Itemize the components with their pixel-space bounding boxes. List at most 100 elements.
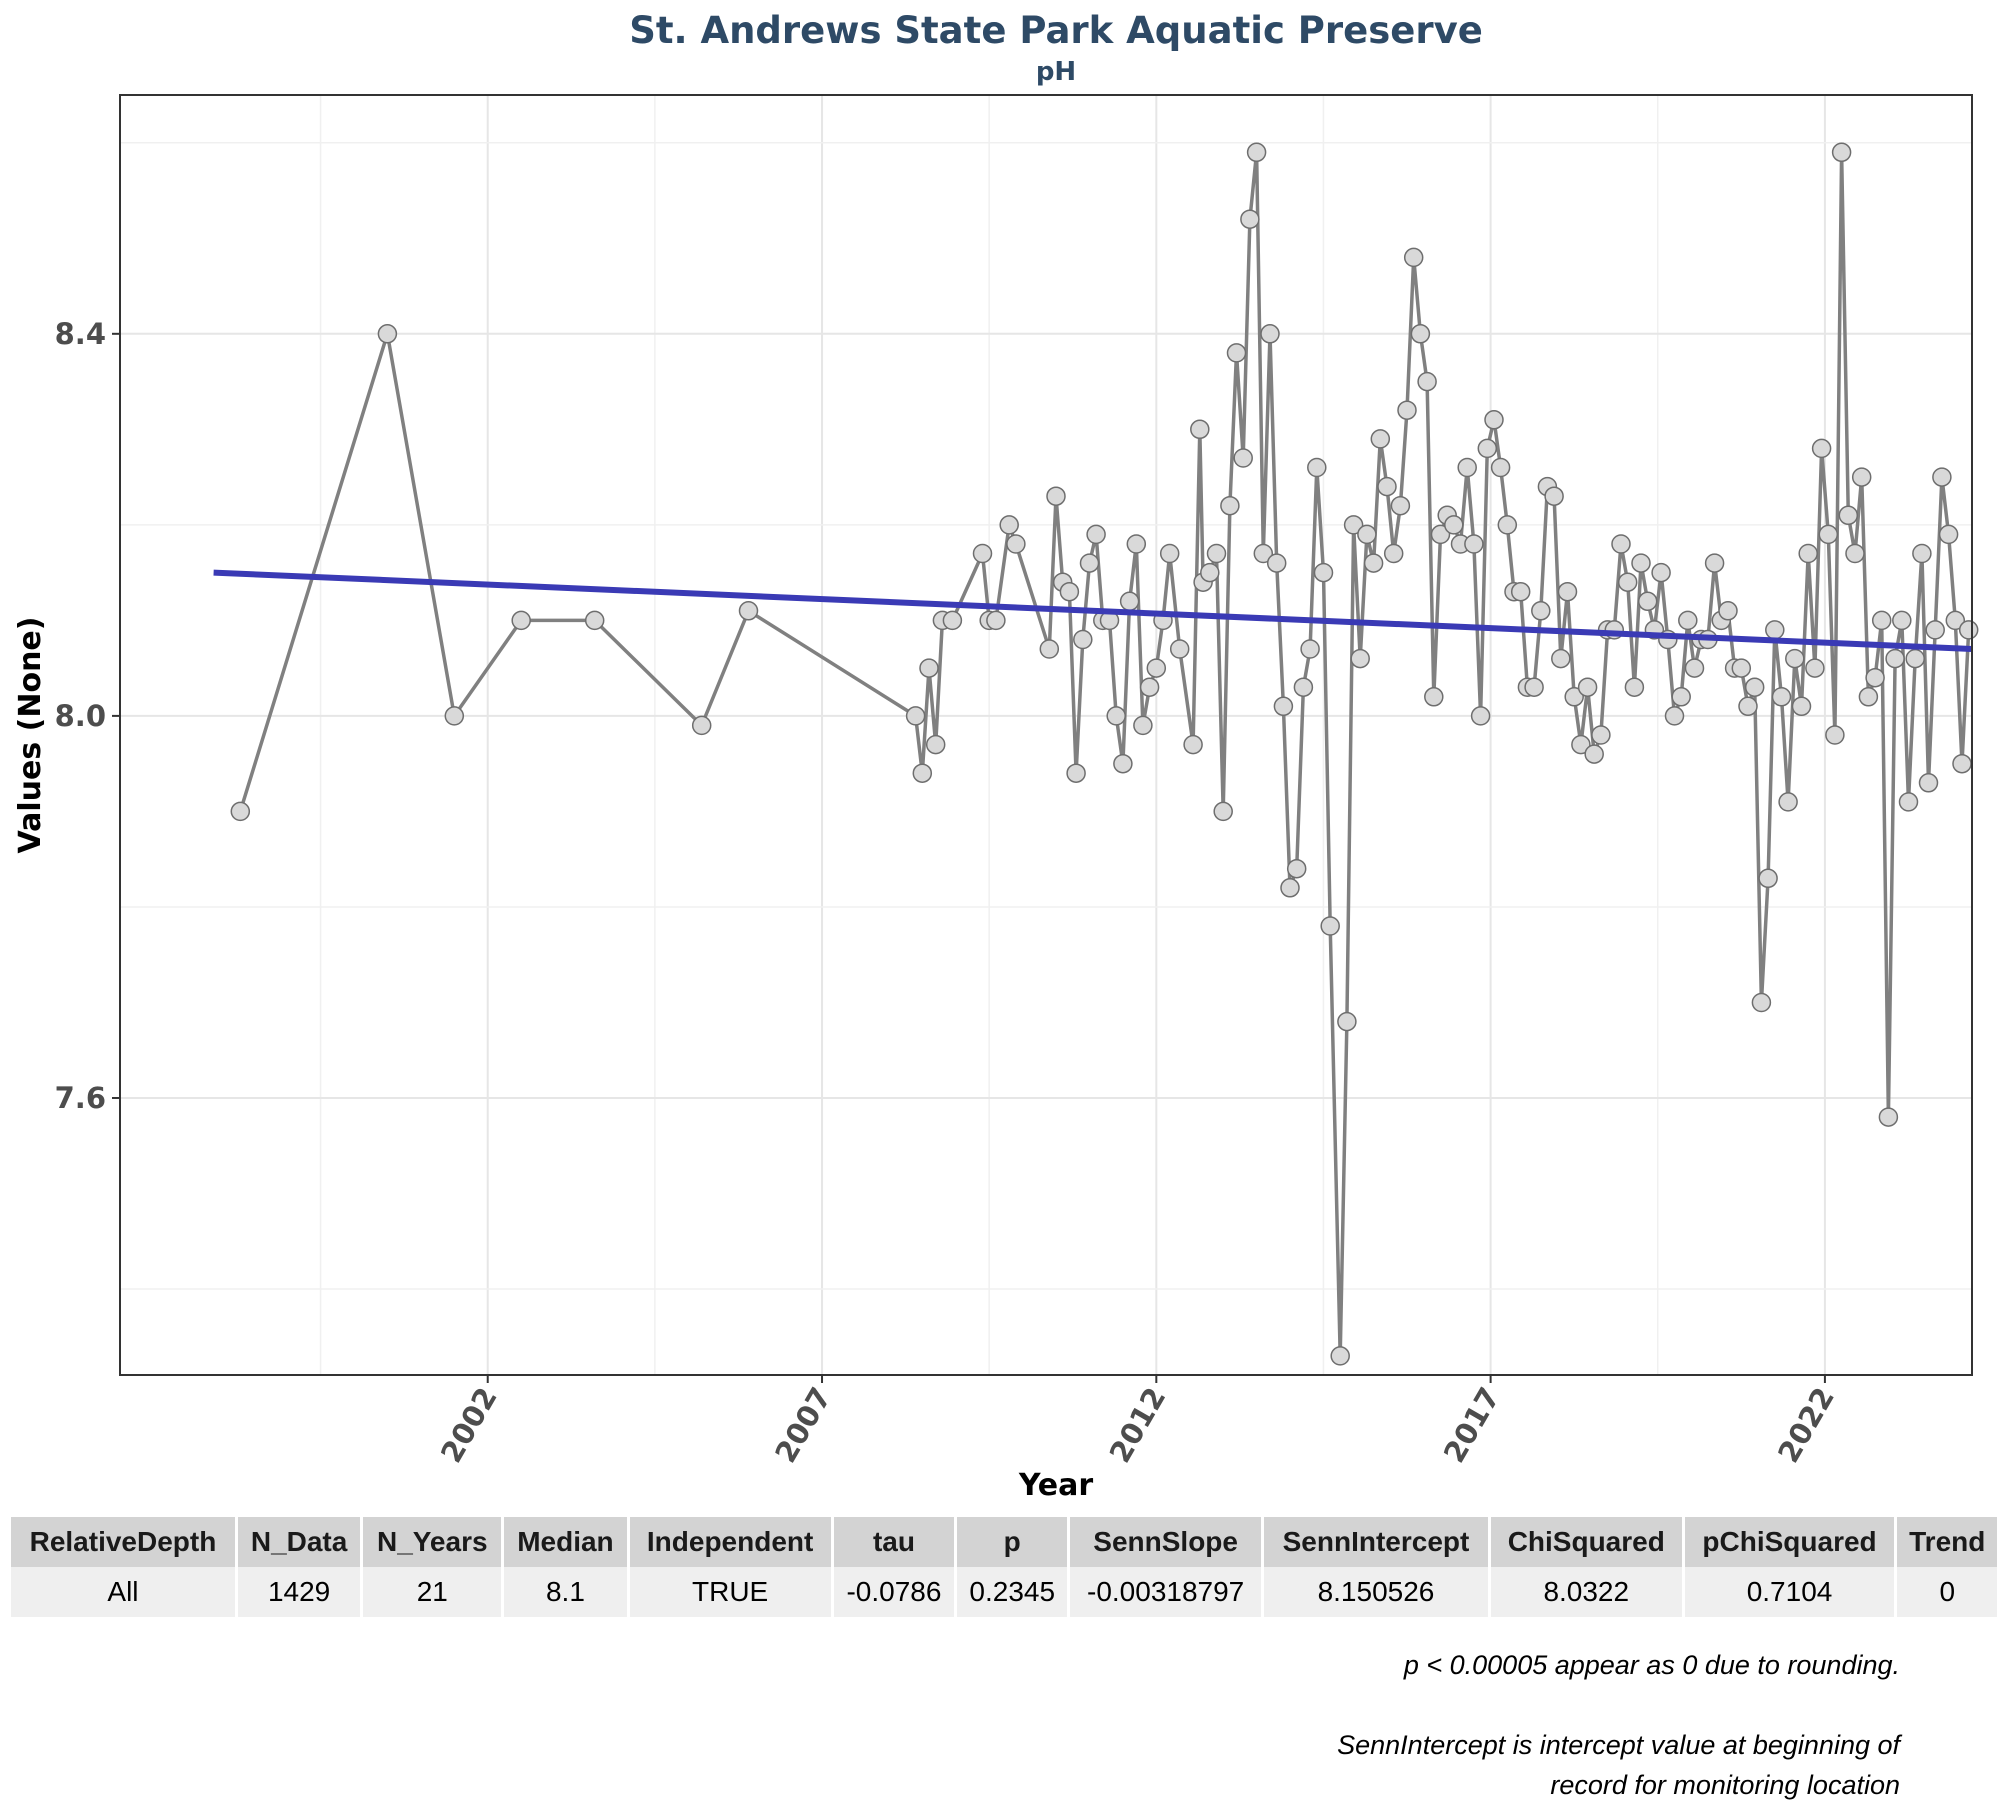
- data-point-16: [999, 515, 1019, 535]
- data-point-127: [1778, 792, 1798, 812]
- data-point-9: [919, 658, 939, 678]
- data-point-140: [1865, 667, 1885, 688]
- data-point-2: [444, 706, 465, 726]
- data-point-32: [1133, 715, 1153, 736]
- data-point-64: [1357, 524, 1377, 545]
- data-point-81: [1470, 706, 1491, 726]
- data-point-147: [1912, 543, 1932, 564]
- table-cell-p: 0.2345: [957, 1567, 1068, 1617]
- data-point-3: [511, 610, 531, 631]
- data-point-30: [1119, 591, 1140, 612]
- data-point-130: [1798, 543, 1818, 564]
- table-header-relativedepth: RelativeDepth: [11, 1517, 235, 1567]
- footnote-intercept: SennIntercept is intercept value at begi…: [1337, 1725, 1900, 1805]
- data-points: [230, 142, 1979, 1366]
- data-point-126: [1771, 687, 1792, 707]
- data-point-59: [1320, 916, 1340, 936]
- data-point-112: [1678, 610, 1698, 631]
- data-point-0: [230, 801, 251, 822]
- data-point-53: [1280, 878, 1300, 898]
- data-point-79: [1457, 457, 1477, 478]
- data-point-69: [1390, 495, 1411, 516]
- data-point-89: [1524, 677, 1544, 697]
- data-point-63: [1350, 648, 1370, 669]
- data-point-145: [1898, 792, 1919, 812]
- y-tick-label-0: 7.6: [55, 1081, 106, 1115]
- y-tick-label-1: 8.0: [55, 699, 106, 733]
- data-point-152: [1945, 610, 1966, 631]
- data-point-98: [1584, 744, 1604, 764]
- data-point-10: [925, 734, 946, 755]
- data-point-118: [1718, 601, 1738, 621]
- y-tick-label-2: 8.4: [55, 317, 106, 351]
- data-point-5: [691, 715, 712, 736]
- data-point-41: [1200, 562, 1220, 583]
- data-point-24: [1079, 553, 1100, 573]
- data-point-66: [1370, 429, 1391, 449]
- data-point-93: [1551, 648, 1571, 669]
- table-cell-relativedepth: All: [11, 1567, 235, 1617]
- data-point-34: [1146, 658, 1167, 678]
- data-point-60: [1330, 1346, 1350, 1366]
- data-point-96: [1571, 734, 1591, 755]
- data-point-37: [1169, 639, 1190, 659]
- plot-border: [119, 94, 1973, 1376]
- data-point-39: [1190, 419, 1210, 440]
- data-point-116: [1704, 553, 1725, 573]
- data-point-80: [1464, 534, 1484, 554]
- data-point-105: [1631, 553, 1651, 573]
- data-point-22: [1066, 763, 1086, 783]
- data-point-45: [1226, 343, 1247, 363]
- data-point-84: [1490, 457, 1511, 478]
- data-point-85: [1497, 515, 1518, 535]
- data-point-74: [1424, 687, 1444, 707]
- data-point-77: [1444, 515, 1464, 535]
- data-point-55: [1293, 677, 1314, 697]
- data-point-92: [1544, 486, 1564, 506]
- data-point-103: [1617, 572, 1638, 592]
- data-point-111: [1671, 687, 1691, 707]
- table-cell-n_data: 1429: [237, 1567, 361, 1617]
- table-cell-chisquared: 8.0322: [1490, 1567, 1682, 1617]
- data-point-68: [1383, 543, 1404, 564]
- chart-title: St. Andrews State Park Aquatic Preserve: [629, 9, 1483, 52]
- data-point-29: [1113, 753, 1133, 774]
- data-point-97: [1577, 677, 1598, 697]
- x-tick-label-4: 2022: [1771, 1382, 1841, 1469]
- data-point-146: [1905, 648, 1925, 669]
- data-point-18: [1039, 639, 1060, 659]
- data-point-65: [1363, 553, 1384, 573]
- table-header-sennslope: SennSlope: [1070, 1517, 1262, 1567]
- data-point-150: [1932, 467, 1952, 487]
- table-cell-sennslope: -0.00318797: [1070, 1567, 1262, 1617]
- data-point-58: [1313, 562, 1334, 583]
- senn-trend-line: [213, 569, 1973, 653]
- table-cell-pchisquared: 0.7104: [1684, 1567, 1895, 1617]
- data-point-125: [1765, 620, 1785, 640]
- table-header-n_years: N_Years: [363, 1517, 502, 1567]
- data-point-131: [1805, 658, 1825, 678]
- data-point-129: [1791, 696, 1812, 717]
- plot-background: [120, 95, 1972, 1375]
- data-point-90: [1531, 601, 1551, 621]
- data-point-43: [1213, 801, 1233, 822]
- data-point-151: [1938, 524, 1959, 545]
- table-cell-tau: -0.0786: [833, 1567, 955, 1617]
- table-header-row: RelativeDepth N_Data N_Years Median Independ…: [11, 1517, 1997, 1567]
- table-cell-independent: TRUE: [629, 1567, 831, 1617]
- data-point-33: [1139, 677, 1160, 697]
- data-point-7: [905, 706, 926, 726]
- data-point-149: [1925, 620, 1945, 640]
- data-point-106: [1637, 591, 1658, 612]
- data-point-8: [912, 763, 933, 783]
- footnote-intercept-line1: SennIntercept is intercept value at begi…: [1337, 1730, 1900, 1760]
- data-point-38: [1183, 734, 1203, 755]
- data-point-142: [1878, 1107, 1899, 1127]
- table-header-p: p: [957, 1517, 1068, 1567]
- data-point-36: [1159, 543, 1180, 564]
- data-point-71: [1403, 247, 1424, 268]
- data-point-120: [1731, 658, 1752, 678]
- table-cell-median: 8.1: [504, 1567, 627, 1617]
- data-point-42: [1206, 543, 1227, 564]
- data-point-83: [1484, 410, 1504, 430]
